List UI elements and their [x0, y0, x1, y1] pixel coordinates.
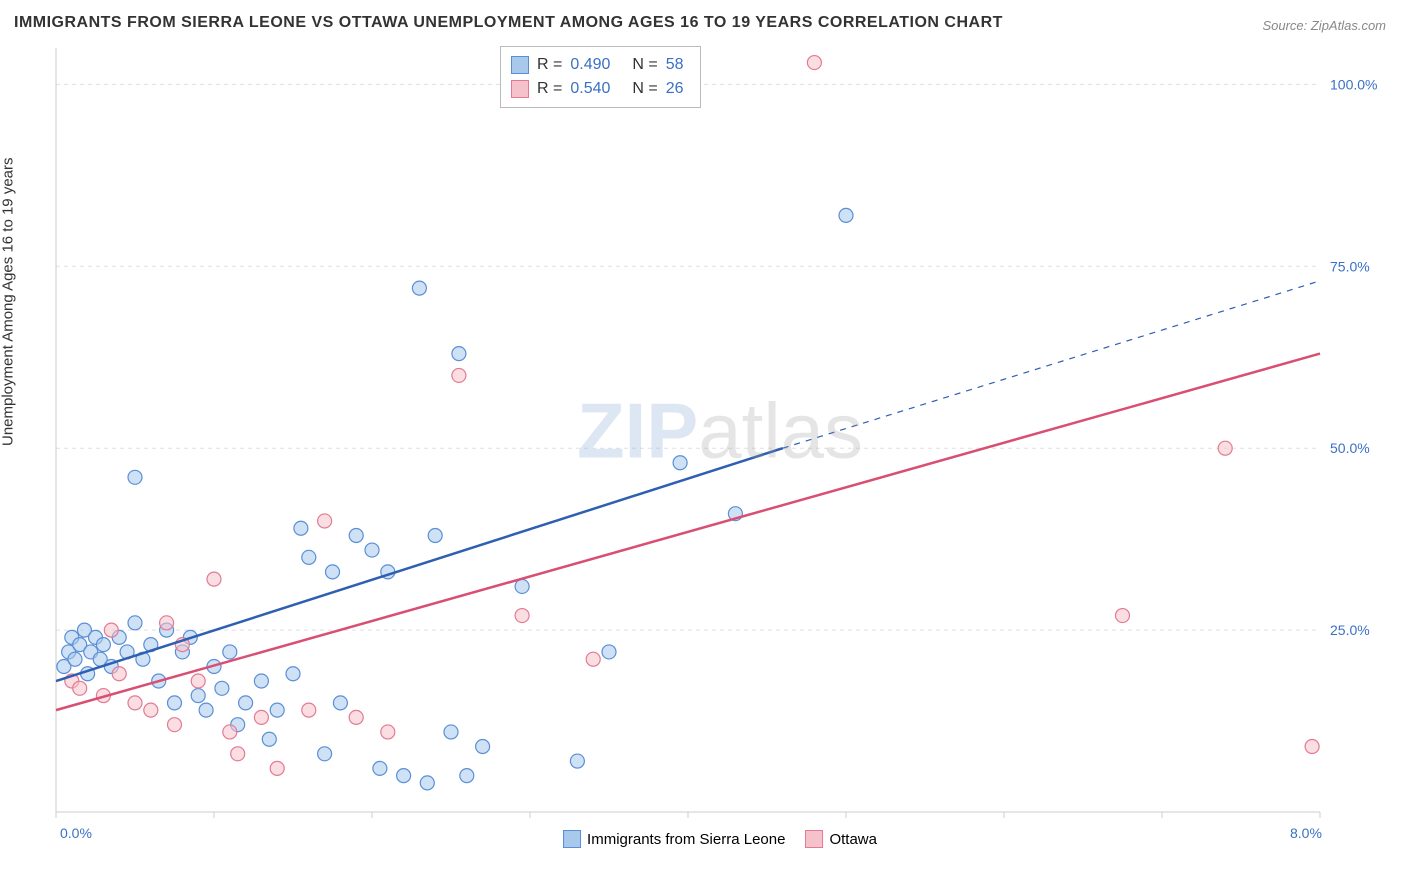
chart-svg: 25.0% 50.0% 75.0% 100.0% 0.0% 8.0%: [50, 42, 1390, 852]
series-legend-item: Ottawa: [805, 830, 877, 848]
n-value: 26: [666, 77, 684, 101]
svg-text:0.0%: 0.0%: [60, 825, 92, 841]
n-label: N =: [632, 53, 657, 77]
legend-swatch: [511, 56, 529, 74]
y-axis-label: Unemployment Among Ages 16 to 19 years: [0, 157, 17, 446]
svg-text:75.0%: 75.0%: [1330, 258, 1370, 274]
svg-text:50.0%: 50.0%: [1330, 440, 1370, 456]
legend-swatch: [511, 80, 529, 98]
chart-title: IMMIGRANTS FROM SIERRA LEONE VS OTTAWA U…: [14, 14, 1003, 32]
svg-text:25.0%: 25.0%: [1330, 622, 1370, 638]
scatter-plot: 25.0%50.0%75.0%100.0%0.0%8.0% ZIPatlas R…: [50, 42, 1390, 852]
r-value: 0.490: [570, 53, 610, 77]
series-legend: Immigrants from Sierra Leone Ottawa: [563, 830, 877, 848]
r-label: R =: [537, 77, 562, 101]
n-label: N =: [632, 77, 657, 101]
series-legend-label: Ottawa: [829, 831, 877, 848]
n-value: 58: [666, 53, 684, 77]
legend-swatch: [563, 830, 581, 848]
correlation-row: R = 0.540 N = 26: [511, 77, 684, 101]
svg-text:8.0%: 8.0%: [1290, 825, 1322, 841]
r-value: 0.540: [570, 77, 610, 101]
correlation-row: R = 0.490 N = 58: [511, 53, 684, 77]
r-label: R =: [537, 53, 562, 77]
source-label: Source: ZipAtlas.com: [1262, 18, 1386, 33]
svg-text:100.0%: 100.0%: [1330, 76, 1377, 92]
legend-swatch: [805, 830, 823, 848]
correlation-legend: R = 0.490 N = 58 R = 0.540 N = 26: [500, 46, 701, 108]
series-legend-label: Immigrants from Sierra Leone: [587, 831, 785, 848]
series-legend-item: Immigrants from Sierra Leone: [563, 830, 785, 848]
